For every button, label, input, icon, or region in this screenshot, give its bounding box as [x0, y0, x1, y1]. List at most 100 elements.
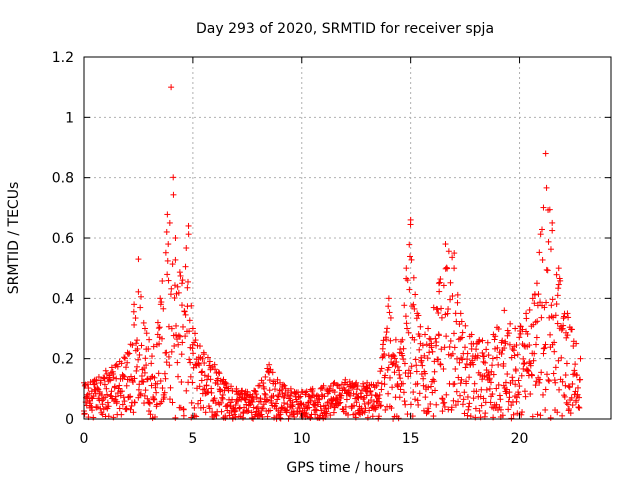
data-point	[411, 336, 418, 343]
data-point	[135, 288, 142, 295]
data-point	[547, 331, 554, 338]
data-point	[121, 398, 128, 405]
data-point	[507, 320, 514, 327]
data-point	[306, 404, 313, 411]
data-point	[202, 409, 209, 416]
y-tick-label: 0.2	[52, 352, 74, 368]
data-point	[167, 291, 174, 298]
data-point	[471, 380, 478, 387]
data-point	[290, 408, 297, 415]
data-point	[147, 411, 154, 418]
data-point	[388, 405, 395, 412]
data-point	[275, 392, 282, 399]
data-point	[134, 337, 141, 344]
data-point	[562, 372, 569, 379]
data-point	[545, 376, 552, 383]
data-point	[120, 372, 127, 379]
data-point	[482, 410, 489, 417]
data-point	[196, 362, 203, 369]
data-point	[483, 386, 490, 393]
data-point	[162, 375, 169, 382]
data-point	[182, 333, 189, 340]
data-point	[462, 364, 469, 371]
data-point	[408, 256, 415, 263]
data-point	[467, 413, 474, 420]
data-point	[177, 333, 184, 340]
data-point	[111, 383, 118, 390]
data-point	[531, 350, 538, 357]
data-point	[527, 391, 534, 398]
data-point	[170, 174, 177, 181]
data-point	[182, 311, 189, 318]
y-tick-label: 0.6	[52, 231, 74, 247]
data-point	[531, 300, 538, 307]
data-point	[183, 245, 190, 252]
data-point	[498, 350, 505, 357]
data-point	[185, 278, 192, 285]
data-point	[489, 391, 496, 398]
data-point	[341, 386, 348, 393]
data-point	[549, 296, 556, 303]
data-point	[108, 388, 115, 395]
data-point	[437, 276, 444, 283]
data-point	[545, 238, 552, 245]
data-point	[359, 387, 366, 394]
data-point	[360, 396, 367, 403]
data-point	[556, 386, 563, 393]
data-point	[486, 375, 493, 382]
data-point	[138, 293, 145, 300]
data-point	[379, 354, 386, 361]
data-point	[281, 382, 288, 389]
data-point	[205, 373, 212, 380]
data-point	[297, 393, 304, 400]
data-point	[160, 305, 167, 312]
data-point	[449, 350, 456, 357]
data-point	[351, 402, 358, 409]
data-point	[201, 386, 208, 393]
data-point	[511, 352, 518, 359]
data-point	[254, 404, 261, 411]
data-point	[107, 377, 114, 384]
data-point	[400, 389, 407, 396]
data-point	[150, 343, 157, 350]
data-point	[497, 406, 504, 413]
data-point	[95, 373, 102, 380]
data-point	[552, 364, 559, 371]
data-point	[163, 359, 170, 366]
data-point	[533, 280, 540, 287]
data-point	[386, 309, 393, 316]
data-point	[448, 404, 455, 411]
data-point	[382, 372, 389, 379]
data-point	[178, 351, 185, 358]
data-point	[121, 373, 128, 380]
y-tick-label: 1	[65, 110, 74, 126]
data-point	[483, 346, 490, 353]
data-point	[392, 336, 399, 343]
data-point	[156, 340, 163, 347]
data-point	[175, 289, 182, 296]
data-point	[287, 385, 294, 392]
data-point	[110, 371, 117, 378]
data-point	[225, 387, 232, 394]
data-point	[387, 314, 394, 321]
data-point	[257, 398, 264, 405]
data-point	[546, 206, 553, 213]
data-point	[478, 402, 485, 409]
data-point	[447, 279, 454, 286]
data-point	[566, 384, 573, 391]
data-point	[364, 379, 371, 386]
data-point	[267, 407, 274, 414]
y-tick-label: 1.2	[52, 50, 74, 66]
data-point	[577, 376, 584, 383]
data-point	[278, 387, 285, 394]
data-point	[165, 277, 172, 284]
data-point	[422, 331, 429, 338]
data-point	[413, 362, 420, 369]
data-point	[136, 351, 143, 358]
data-point	[380, 337, 387, 344]
data-point	[253, 391, 260, 398]
data-point	[146, 400, 153, 407]
data-point	[376, 413, 383, 420]
data-point	[506, 394, 513, 401]
data-point	[373, 382, 380, 389]
